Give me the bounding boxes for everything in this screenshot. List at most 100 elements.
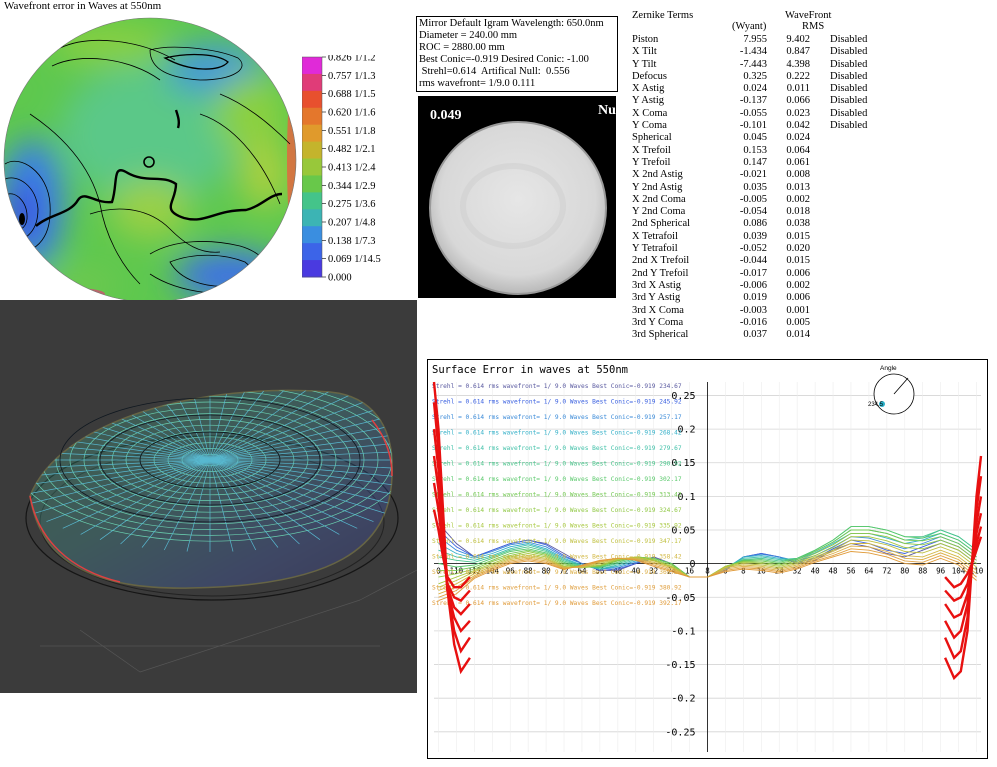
zernike-wyant-value: -0.003: [739, 304, 767, 316]
zernike-wyant-value: 0.019: [743, 292, 767, 304]
zernike-rms-value: 0.006: [786, 292, 810, 304]
zernike-wyant-value: -0.021: [739, 169, 767, 181]
zernike-wyant-value: -7.443: [739, 58, 767, 70]
zernike-row: Y Tilt -7.443 4.398 Disabled: [630, 59, 880, 71]
angle-handle[interactable]: [879, 401, 885, 407]
zernike-wyant-value: 0.039: [743, 230, 767, 242]
zernike-rms-value: 0.011: [786, 83, 810, 95]
colorbar-swatch: [302, 209, 322, 227]
colorbar-label: 0.000: [328, 273, 352, 284]
legend-entry: Strehl = 0.614 rms wavefront= 1/ 9.0 Wav…: [432, 538, 682, 545]
x-tick-label: 96: [506, 567, 516, 576]
zernike-wyant-value: 7.955: [743, 34, 767, 45]
colorbar-swatch: [302, 90, 322, 109]
param-line: Best Conic=-0.919 Desired Conic: -1.00: [419, 54, 589, 65]
param-line: Diameter = 240.00 mm: [419, 30, 518, 41]
wavefront-contour-map: [3, 17, 297, 302]
zernike-wyant-value: 0.045: [743, 132, 767, 144]
x-tick-label: 0: [436, 567, 441, 576]
zernike-row: Piston 7.955 9.402 Disabled: [630, 34, 880, 46]
x-tick-label: 48: [829, 567, 839, 576]
zernike-rms-value: 0.042: [786, 120, 810, 132]
y-tick-label: -0.15: [665, 660, 695, 671]
zernike-row: X 2nd Coma -0.005 0.002: [630, 194, 880, 206]
zernike-term-name: 3rd X Coma: [632, 304, 684, 316]
legend-entry: Strehl = 0.614 rms wavefront= 1/ 9.0 Wav…: [432, 414, 682, 421]
zernike-term-name: X Tilt: [632, 46, 657, 58]
zernike-wyant-value: -0.101: [739, 120, 767, 132]
zernike-wyant-value: -0.006: [739, 279, 767, 291]
colorbar-label: 0.757 1/1.3: [328, 71, 376, 82]
surface-3d-mesh: [25, 389, 417, 673]
zernike-wyant-value: 0.325: [743, 70, 767, 82]
zernike-wyant-value: -0.055: [739, 107, 767, 119]
colorbar-swatch: [302, 192, 322, 210]
x-tick-label: 80: [900, 567, 910, 576]
colorbar-label: 0.482 1/2.1: [328, 144, 376, 155]
colorbar-label: 0.207 1/4.8: [328, 218, 376, 229]
zernike-row: X Astig 0.024 0.011 Disabled: [630, 83, 880, 95]
edge-curve-right: [944, 536, 983, 589]
y-tick-label: -0.2: [671, 694, 695, 705]
x-tick-label: 0: [723, 567, 728, 576]
colorbar-swatch: [302, 243, 322, 261]
x-tick-label: 40: [811, 567, 821, 576]
mirror-parameters-box: Mirror Default Igram Wavelength: 650.0nm…: [416, 16, 618, 92]
colorbar-label: 0.413 1/2.4: [328, 163, 376, 174]
y-tick-label: 0.05: [671, 526, 695, 537]
zernike-term-name: 2nd Spherical: [632, 218, 691, 230]
legend-entry: Strehl = 0.614 rms wavefront= 1/ 9.0 Wav…: [432, 523, 682, 530]
fringe-corner-label: Nu: [598, 103, 616, 118]
legend-entry: Strehl = 0.614 rms wavefront= 1/ 9.0 Wav…: [432, 430, 682, 437]
zernike-row: X Tetrafoil 0.039 0.015: [630, 231, 880, 243]
zernike-rms-value: 0.023: [786, 107, 810, 119]
zernike-term-name: X Astig: [632, 83, 665, 95]
zernike-status: Disabled: [830, 70, 868, 82]
zernike-term-name: Piston: [632, 34, 659, 45]
surface-error-profile-chart: 0.25 0.2 0.15 0.1 0.05 0 -0.05 -0.1 -0.15 -0.2 -0.…: [427, 359, 988, 759]
zernike-term-name: 3rd Spherical: [632, 329, 689, 341]
zernike-wyant-value: 0.024: [743, 83, 767, 95]
surface-3d-mesh-panel: [0, 300, 417, 693]
colorbar-swatch: [302, 175, 322, 193]
zernike-rms-value: 0.015: [786, 255, 810, 267]
zernike-wyant-value: -0.137: [739, 95, 767, 107]
colorbar-label: 0.069 1/14.5: [328, 254, 381, 265]
zernike-rms-value: 0.006: [786, 267, 810, 279]
zernike-rms-value: 0.847: [786, 46, 810, 58]
colorbar-legend: 0.826 1/1.2 0.757 1/1.3 0.688 1/1.5 0.620 1…: [302, 55, 381, 284]
zernike-rms-value: 0.024: [786, 132, 810, 144]
zernike-row: Y Trefoil 0.147 0.061: [630, 157, 880, 169]
colorbar-swatch: [302, 260, 322, 278]
legend-entry: Strehl = 0.614 rms wavefront= 1/ 9.0 Wav…: [432, 476, 682, 483]
zernike-row: 2nd X Trefoil -0.044 0.015: [630, 255, 880, 267]
zernike-rms-value: 0.013: [786, 181, 810, 193]
legend-entry: Strehl = 0.614 rms wavefront= 1/ 9.0 Wav…: [432, 399, 682, 406]
legend-entry: Strehl = 0.614 rms wavefront= 1/ 9.0 Wav…: [432, 585, 682, 592]
x-tick-label: 8: [741, 567, 746, 576]
zernike-row: Y 2nd Astig 0.035 0.013: [630, 182, 880, 194]
angle-selector[interactable]: Angle 234.5: [868, 365, 915, 415]
zernike-term-name: 2nd Y Trefoil: [632, 267, 689, 279]
zernike-wyant-value: -0.016: [739, 316, 767, 328]
x-tick-label: 24: [667, 567, 677, 576]
x-tick-label: 110: [450, 567, 464, 576]
zernike-wyant-value: -0.005: [739, 193, 767, 205]
edge-curve-right: [944, 476, 983, 660]
zernike-term-name: X Trefoil: [632, 144, 671, 156]
zernike-wyant-value: 0.035: [743, 181, 767, 193]
zernike-row: 3rd Y Astig 0.019 0.006: [630, 292, 880, 304]
angle-value: 234.5: [868, 402, 884, 408]
zernike-rms-value: 0.014: [786, 329, 810, 341]
colorbar-label: 0.826 1/1.2: [328, 55, 376, 64]
x-tick-label: 32: [649, 567, 658, 576]
x-tick-label: 88: [918, 567, 928, 576]
legend-entry: Strehl = 0.614 rms wavefront= 1/ 9.0 Wav…: [432, 461, 682, 468]
zernike-term-name: Y 2nd Coma: [632, 206, 686, 218]
zernike-rms-value: 0.001: [786, 304, 810, 316]
colorbar-label: 0.551 1/1.8: [328, 126, 376, 137]
zernike-term-name: X Tetrafoil: [632, 230, 679, 242]
zernike-term-name: 3rd Y Coma: [632, 316, 684, 328]
legend-entry: Strehl = 0.614 rms wavefront= 1/ 9.0 Wav…: [432, 445, 682, 452]
legend-entry: Strehl = 0.614 rms wavefront= 1/ 9.0 Wav…: [432, 507, 682, 514]
